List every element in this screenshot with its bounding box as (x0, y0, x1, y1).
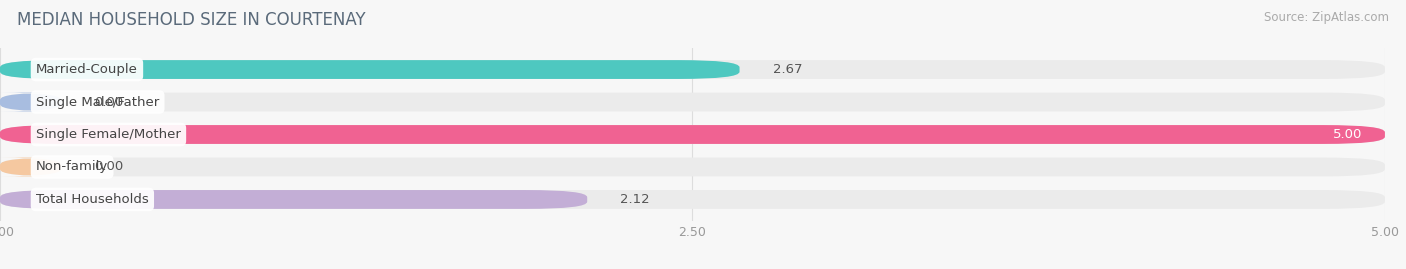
Text: Married-Couple: Married-Couple (37, 63, 138, 76)
FancyBboxPatch shape (0, 125, 1385, 144)
FancyBboxPatch shape (0, 60, 740, 79)
Text: Source: ZipAtlas.com: Source: ZipAtlas.com (1264, 11, 1389, 24)
FancyBboxPatch shape (0, 158, 60, 176)
FancyBboxPatch shape (0, 190, 1385, 209)
FancyBboxPatch shape (0, 190, 588, 209)
FancyBboxPatch shape (0, 93, 1385, 111)
Text: MEDIAN HOUSEHOLD SIZE IN COURTENAY: MEDIAN HOUSEHOLD SIZE IN COURTENAY (17, 11, 366, 29)
Text: 2.12: 2.12 (620, 193, 650, 206)
Text: Total Households: Total Households (37, 193, 149, 206)
Text: Single Male/Father: Single Male/Father (37, 95, 159, 108)
FancyBboxPatch shape (0, 125, 1385, 144)
Text: 0.00: 0.00 (94, 95, 124, 108)
FancyBboxPatch shape (0, 158, 1385, 176)
FancyBboxPatch shape (0, 60, 1385, 79)
Text: 2.67: 2.67 (773, 63, 803, 76)
Text: 5.00: 5.00 (1333, 128, 1362, 141)
FancyBboxPatch shape (0, 93, 60, 111)
Text: Non-family: Non-family (37, 161, 108, 174)
Text: 0.00: 0.00 (94, 161, 124, 174)
Text: Single Female/Mother: Single Female/Mother (37, 128, 181, 141)
